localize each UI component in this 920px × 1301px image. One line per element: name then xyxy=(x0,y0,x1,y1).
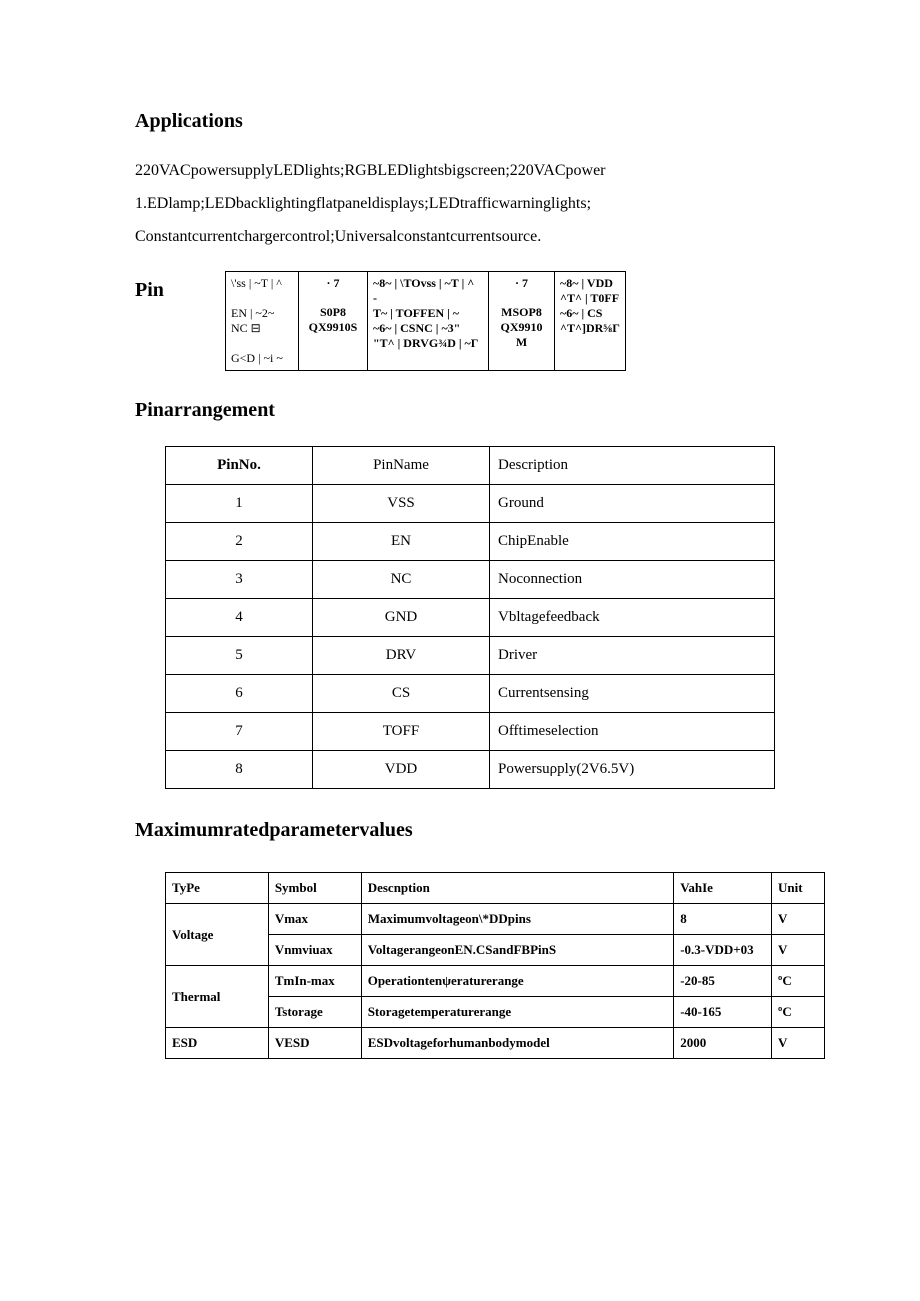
pinname-header: PinName xyxy=(313,447,490,485)
table-row: 3NCNoconnection xyxy=(166,561,775,599)
table-row: 2ENChipEnable xyxy=(166,523,775,561)
pin-diagram-col4-label: MSOP8 QX9910 M xyxy=(494,305,549,350)
table-row: 4GNDVbltagefeedback xyxy=(166,599,775,637)
table-header-row: TyPe Symbol Descnption VahIe Unit xyxy=(166,873,825,904)
pin-heading: Pin xyxy=(135,271,225,302)
datasheet-page: Applications 220VACpowersupplyLEDlights;… xyxy=(0,0,920,1119)
table-row: 5DRVDriver xyxy=(166,637,775,675)
pinarrangement-heading: Pinarrangement xyxy=(135,399,785,422)
table-row: 8VDDPowersuρply(2V6.5V) xyxy=(166,751,775,789)
maxrated-table: TyPe Symbol Descnption VahIe Unit Voltag… xyxy=(165,872,825,1059)
table-row: ESD VESD ESDvoltageforhumanbodymodel 200… xyxy=(166,1028,825,1059)
table-row: 7TOFFOfftimeselection xyxy=(166,713,775,751)
table-header-row: PinNo. PinName Description xyxy=(166,447,775,485)
pin-diagram-col4-top: · 7 xyxy=(494,276,549,291)
pin-diagram-col2-top: · 7 xyxy=(304,276,362,291)
table-row: 6CSCurrentsensing xyxy=(166,675,775,713)
pin-diagram-col5: ~8~ | VDD ^T^ | T0FF ~6~ | CS ^T^]DR⅝Γ xyxy=(555,272,626,371)
pinarrangement-table: PinNo. PinName Description 1VSSGround 2E… xyxy=(165,446,775,789)
table-row: 1VSSGround xyxy=(166,485,775,523)
pinno-header: PinNo. xyxy=(166,447,313,485)
applications-heading: Applications xyxy=(135,110,785,133)
pin-diagram-table: \'ss | ~T | ^ EN | ~2~ NC ⊟ G<D | ~i ~ ·… xyxy=(225,271,626,371)
table-row: Voltage Vmax Maximumvoltageon\*DDpins 8 … xyxy=(166,904,825,935)
pin-diagram-col1: \'ss | ~T | ^ EN | ~2~ NC ⊟ G<D | ~i ~ xyxy=(226,272,299,371)
pin-diagram-col3: ~8~ | \TOvss | ~T | ^ - T~ | TOFFEN | ~ … xyxy=(368,272,489,371)
description-header: Description xyxy=(490,447,775,485)
pin-section: Pin \'ss | ~T | ^ EN | ~2~ NC ⊟ G<D | ~i… xyxy=(135,271,785,371)
maxrated-heading: Maximumratedparametervalues xyxy=(135,819,785,842)
table-row: Thermal TmIn-max Operationtenψeratureran… xyxy=(166,966,825,997)
pin-diagram-col2-label: S0P8 QX9910S xyxy=(304,305,362,335)
applications-text: 220VACpowersupplyLEDlights;RGBLEDlightsb… xyxy=(135,155,785,253)
